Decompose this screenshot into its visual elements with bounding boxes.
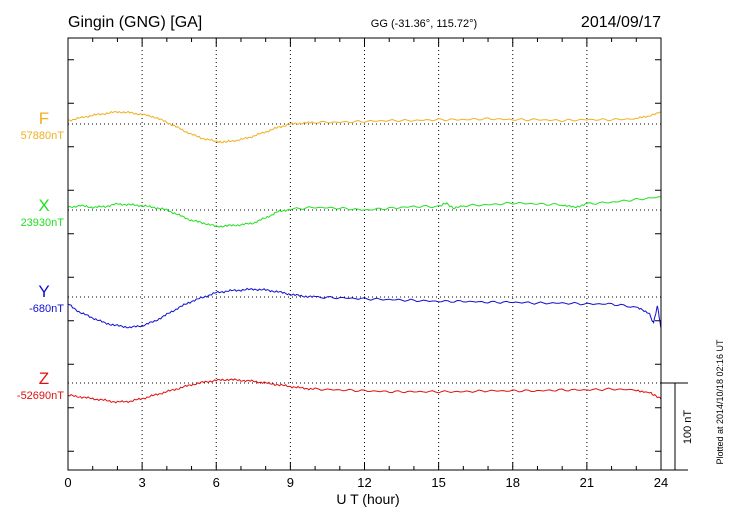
series-baseline-z: -52690nT — [17, 390, 64, 402]
series-name-z: Z — [39, 369, 49, 388]
x-tick-label: 24 — [654, 475, 668, 490]
series-name-x: X — [38, 196, 49, 215]
x-tick-label: 18 — [506, 475, 520, 490]
plot-frame — [67, 37, 662, 471]
grid-layer — [68, 38, 661, 470]
series-name-y: Y — [38, 282, 49, 301]
x-tick-label: 0 — [64, 475, 71, 490]
series-line-y — [67, 287, 662, 329]
station-coords: GG (-31.36°, 115.72°) — [371, 18, 477, 30]
series-line-z — [67, 378, 662, 404]
series-baseline-y: -680nT — [29, 303, 64, 315]
series-layer — [67, 110, 662, 404]
plotted-timestamp: Plotted at 2014/10/18 02:16 UT — [715, 339, 725, 465]
scale-bar: 100 nT — [661, 382, 694, 471]
series-baseline-f: 57880nT — [21, 130, 65, 142]
series-baseline-x: 23930nT — [21, 217, 65, 229]
station-title: Gingin (GNG) [GA] — [68, 14, 202, 31]
x-tick-label: 15 — [431, 475, 445, 490]
x-tick-label: 12 — [357, 475, 371, 490]
label-layer: 0 3 6 9 12 15 18 21 24 F 57880nT X 23930nT Y -680nT Z -5… — [17, 109, 668, 490]
x-axis-label: U T (hour) — [336, 491, 399, 507]
x-tick-label: 21 — [580, 475, 594, 490]
series-line-f — [67, 110, 662, 144]
plot-date: 2014/09/17 — [581, 14, 661, 31]
x-tick-label: 6 — [213, 475, 220, 490]
scale-bar-label: 100 nT — [682, 410, 694, 445]
series-line-x — [67, 196, 662, 228]
x-tick-label: 3 — [139, 475, 146, 490]
series-name-f: F — [39, 109, 49, 128]
x-tick-label: 9 — [287, 475, 294, 490]
